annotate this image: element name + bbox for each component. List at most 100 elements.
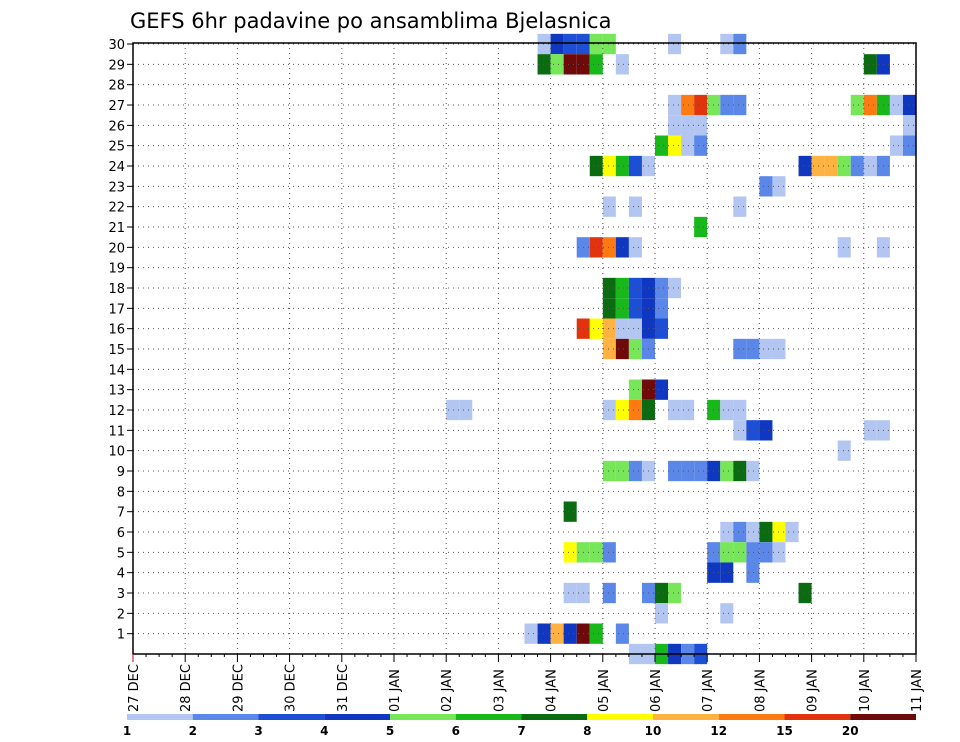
heatmap-cell bbox=[668, 582, 682, 604]
heatmap-cell bbox=[615, 54, 629, 75]
heatmap-cell bbox=[589, 542, 603, 563]
colorbar-swatch bbox=[653, 714, 719, 720]
heatmap-cell bbox=[524, 623, 538, 644]
colorbar-swatch bbox=[324, 714, 390, 720]
heatmap-cell bbox=[824, 155, 838, 177]
heatmap-cell bbox=[720, 33, 734, 55]
heatmap-cell bbox=[628, 460, 642, 482]
heatmap-cell bbox=[720, 94, 734, 116]
y-tick-label: 10 bbox=[108, 445, 125, 460]
y-tick-label: 17 bbox=[108, 302, 125, 317]
heatmap-cell bbox=[694, 216, 708, 238]
heatmap-cell bbox=[733, 460, 747, 482]
heatmap-cell bbox=[694, 94, 708, 116]
y-tick-label: 19 bbox=[108, 262, 125, 277]
heatmap-cell bbox=[668, 135, 682, 156]
y-tick-label: 13 bbox=[108, 384, 125, 399]
x-tick-label: 08 JAN bbox=[753, 669, 768, 712]
x-tick-label: 28 DEC bbox=[179, 664, 194, 712]
heatmap-cell bbox=[563, 54, 577, 75]
colorbar-swatch bbox=[850, 714, 916, 720]
heatmap-cell bbox=[681, 460, 695, 482]
plot-frame bbox=[132, 42, 917, 655]
heatmap-cell bbox=[628, 237, 642, 258]
x-tick-label: 31 DEC bbox=[336, 664, 351, 712]
heatmap-cell bbox=[759, 338, 773, 360]
heatmap-cell bbox=[589, 237, 603, 258]
heatmap-cell bbox=[563, 542, 577, 563]
heatmap-cell bbox=[733, 521, 747, 543]
heatmap-cell bbox=[746, 338, 760, 360]
heatmap-cell bbox=[602, 196, 616, 217]
heatmap-cell bbox=[889, 135, 903, 156]
heatmap-cell bbox=[602, 318, 616, 339]
heatmap-cell bbox=[615, 298, 629, 319]
y-tick-label: 8 bbox=[117, 485, 125, 500]
heatmap-cell bbox=[602, 155, 616, 177]
heatmap-cell bbox=[668, 277, 682, 299]
heatmap-cell bbox=[733, 94, 747, 116]
heatmap-cell bbox=[850, 155, 864, 177]
heatmap-cell bbox=[589, 155, 603, 177]
heatmap-cell bbox=[459, 399, 473, 421]
heatmap-cell bbox=[759, 420, 773, 441]
colorbar-label: 7 bbox=[517, 724, 525, 738]
y-tick-label: 16 bbox=[108, 323, 125, 338]
heatmap-cell bbox=[798, 582, 812, 604]
heatmap-cell bbox=[628, 379, 642, 400]
x-tick-label: 27 DEC bbox=[127, 664, 142, 712]
heatmap-cell bbox=[550, 33, 564, 55]
heatmap-cell bbox=[850, 94, 864, 116]
heatmap-cell bbox=[681, 115, 695, 136]
colorbar-swatch bbox=[784, 714, 851, 720]
y-tick-label: 15 bbox=[108, 343, 125, 358]
colorbar-swatch bbox=[390, 714, 456, 720]
heatmap-cell bbox=[602, 237, 616, 258]
x-axis: 27 DEC 28 DEC 29 DEC 30 DEC 31 DEC 01 JAN 02 J… bbox=[127, 654, 925, 712]
heatmap-cell bbox=[863, 420, 877, 441]
y-tick-label: 23 bbox=[108, 180, 125, 195]
heatmap-cell bbox=[602, 399, 616, 421]
heatmap-cell bbox=[733, 196, 747, 217]
heatmap-cell bbox=[615, 338, 629, 360]
colorbar-label: 1 bbox=[123, 724, 131, 738]
heatmap-cell bbox=[746, 420, 760, 441]
heatmap-cell bbox=[550, 54, 564, 75]
y-tick-label: 26 bbox=[108, 119, 125, 134]
heatmap-cell bbox=[733, 33, 747, 55]
y-tick-label: 11 bbox=[108, 424, 125, 439]
y-tick-label: 14 bbox=[108, 363, 125, 378]
heatmap-cell bbox=[602, 338, 616, 360]
heatmap-cell bbox=[759, 542, 773, 563]
heatmap-cell bbox=[746, 542, 760, 563]
heatmap-cell bbox=[720, 460, 734, 482]
heatmap-cell bbox=[798, 155, 812, 177]
colorbar-swatch bbox=[521, 714, 588, 720]
colorbar-label: 4 bbox=[320, 724, 328, 738]
heatmap-cell bbox=[746, 562, 760, 583]
heatmap-cell bbox=[537, 33, 551, 55]
heatmap-cell bbox=[655, 135, 669, 156]
heatmap-cell bbox=[837, 440, 851, 461]
y-tick-label: 7 bbox=[117, 506, 125, 521]
heatmap-cell bbox=[628, 196, 642, 217]
heatmap-cells bbox=[446, 33, 916, 665]
heatmap-cell bbox=[902, 94, 916, 116]
heatmap-cell bbox=[668, 115, 682, 136]
y-tick-label: 22 bbox=[108, 201, 125, 216]
y-tick-label: 5 bbox=[117, 546, 125, 561]
colorbar-label: 3 bbox=[254, 724, 262, 738]
colorbar-label: 15 bbox=[776, 724, 793, 738]
heatmap-cell bbox=[602, 582, 616, 604]
heatmap-cell bbox=[628, 318, 642, 339]
heatmap-cell bbox=[863, 94, 877, 116]
heatmap-cell bbox=[563, 582, 577, 604]
heatmap-cell bbox=[681, 135, 695, 156]
heatmap-cell bbox=[668, 33, 682, 55]
heatmap-cell bbox=[537, 54, 551, 75]
heatmap-cell bbox=[589, 318, 603, 339]
colorbar-swatch bbox=[127, 714, 193, 720]
heatmap-cell bbox=[655, 582, 669, 604]
heatmap-cell bbox=[668, 460, 682, 482]
colorbar-label: 8 bbox=[583, 724, 591, 738]
